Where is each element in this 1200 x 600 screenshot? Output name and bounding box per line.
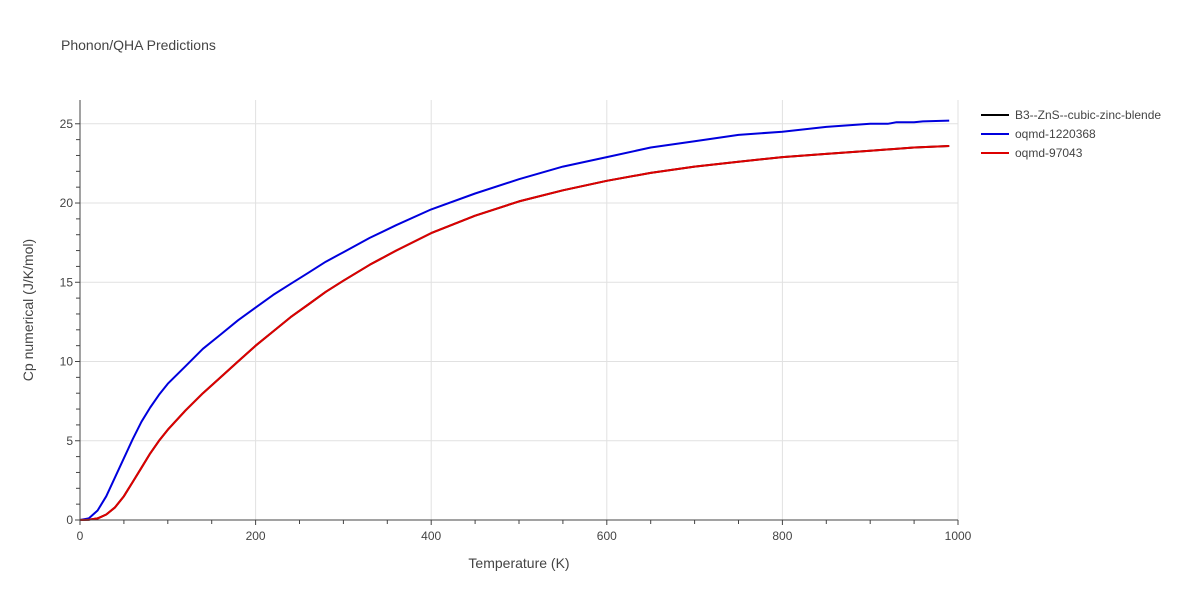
- legend[interactable]: B3--ZnS--cubic-zinc-blende oqmd-1220368 oq…: [981, 108, 1161, 160]
- plot-area: [79, 119, 950, 521]
- y-tick-label: 10: [60, 355, 74, 369]
- legend-label: oqmd-1220368: [1015, 127, 1096, 141]
- x-tick-label: 0: [77, 529, 84, 543]
- y-tick-label: 25: [60, 117, 74, 131]
- legend-label: oqmd-97043: [1015, 146, 1083, 160]
- series-line-oqmd-1220368: [79, 119, 950, 521]
- x-tick-label: 1000: [945, 529, 972, 543]
- x-tick-label: 600: [597, 529, 617, 543]
- y-tick-label: 0: [66, 513, 73, 527]
- axes: 0 200 400 600 800 1000 0 5 10 15 20 25: [60, 100, 972, 543]
- legend-item[interactable]: B3--ZnS--cubic-zinc-blende: [981, 108, 1161, 122]
- x-tick-label: 800: [772, 529, 792, 543]
- x-tick-label: 200: [246, 529, 266, 543]
- y-tick-label: 5: [66, 434, 73, 448]
- y-axis-title: Cp numerical (J/K/mol): [20, 239, 36, 381]
- legend-label: B3--ZnS--cubic-zinc-blende: [1015, 108, 1161, 122]
- grid: [80, 100, 959, 520]
- x-axis-title: Temperature (K): [468, 555, 569, 571]
- series-line-oqmd-97043: [79, 145, 950, 521]
- y-tick-label: 20: [60, 196, 74, 210]
- legend-item[interactable]: oqmd-1220368: [981, 127, 1096, 141]
- x-tick-label: 400: [421, 529, 441, 543]
- y-tick-label: 15: [60, 275, 74, 289]
- chart-title: Phonon/QHA Predictions: [61, 37, 216, 53]
- legend-item[interactable]: oqmd-97043: [981, 146, 1083, 160]
